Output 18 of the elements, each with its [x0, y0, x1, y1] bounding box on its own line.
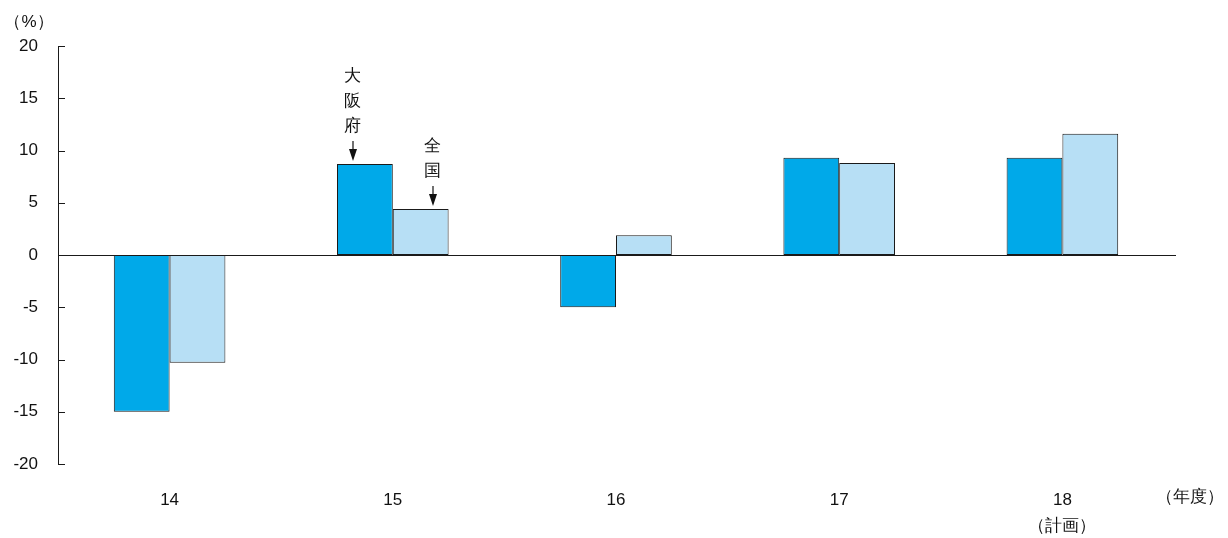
y-tick-label: -5 [22, 296, 38, 316]
y-tick-label: 10 [19, 140, 38, 160]
y-tick-label: 20 [19, 35, 38, 55]
x-tick-label: 14 [160, 490, 180, 510]
x-tick-label: 17 [829, 490, 849, 510]
y-tick-label: 5 [28, 192, 38, 212]
x-axis-title: （年度） [1156, 486, 1224, 506]
x-tick-label: 18 （計画） [1028, 490, 1097, 535]
x-tick-label: 15 [383, 490, 403, 510]
y-tick-label: -15 [13, 401, 38, 421]
y-axis-title: （%） [4, 11, 54, 31]
y-tick-label: -10 [13, 349, 38, 369]
series-label: 大阪府 [343, 65, 362, 138]
y-tick-label: -20 [13, 453, 38, 473]
y-tick-label: 0 [28, 244, 38, 264]
series-label: 全国 [423, 135, 442, 182]
y-tick-label: 15 [19, 87, 38, 107]
x-tick-label: 16 [606, 490, 626, 510]
